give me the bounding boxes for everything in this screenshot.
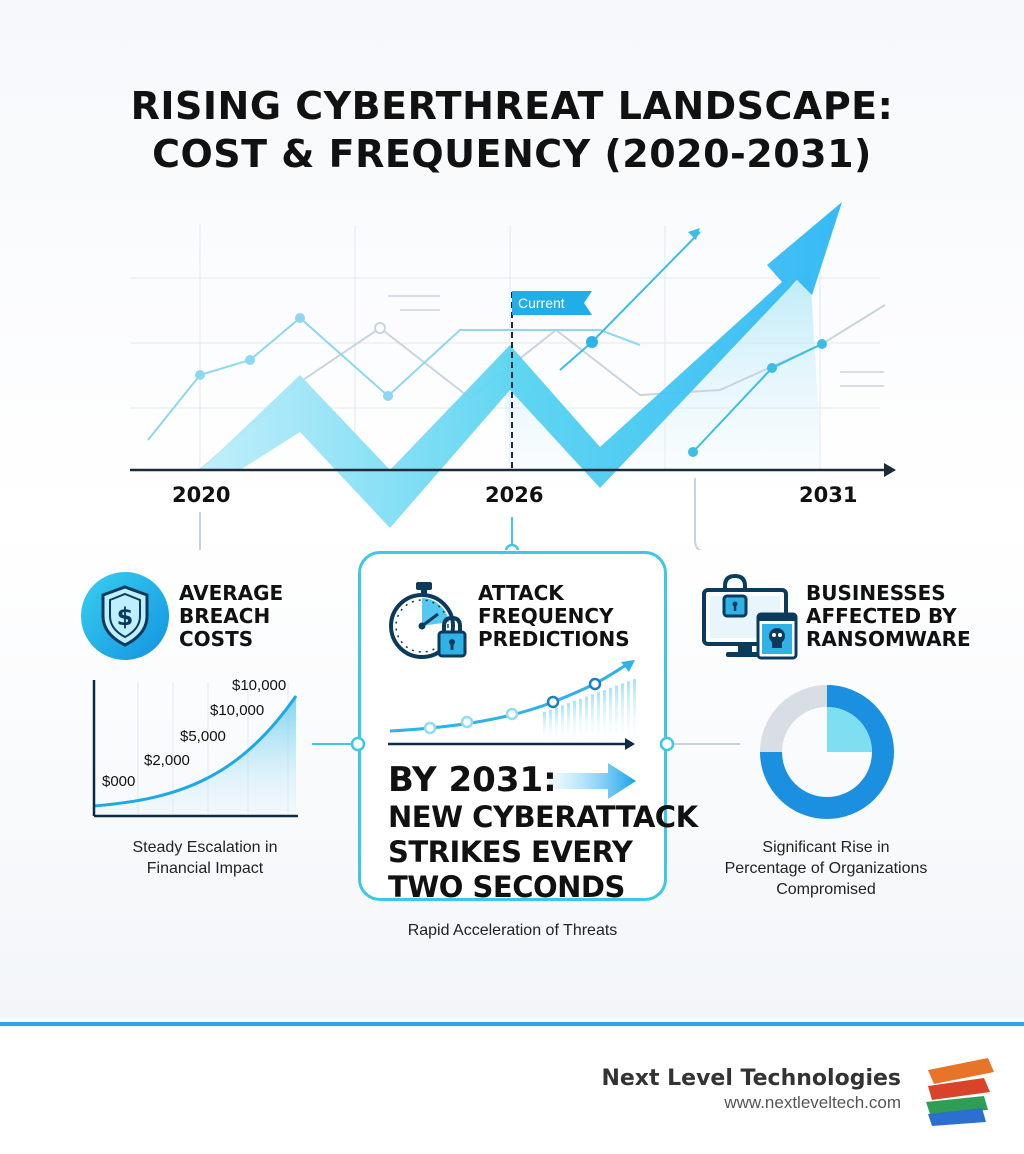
frequency-point-2 bbox=[505, 707, 519, 721]
current-flag bbox=[512, 291, 592, 315]
stopwatch-lock-icon bbox=[389, 582, 467, 659]
year-label-current: 2026 bbox=[485, 483, 544, 507]
frequency-point-3 bbox=[546, 695, 560, 709]
frequency-panel-title: ATTACK FREQUENCY PREDICTIONS bbox=[478, 581, 630, 651]
current-label: Current bbox=[518, 295, 565, 311]
title-line-2: COST & FREQUENCY (2020-2031) bbox=[152, 132, 872, 176]
headline-arrow-icon bbox=[548, 763, 636, 799]
title-line-1: RISING CYBERTHREAT LANDSCAPE: bbox=[130, 84, 894, 128]
headline-line-4: TWO SECONDS bbox=[388, 870, 625, 904]
breach-cost-chart: $000 $2,000 $5,000 $10,000 $10,000 bbox=[92, 677, 298, 818]
frequency-headline: BY 2031: NEW CYBERATTACK STRIKES EVERY T… bbox=[388, 760, 698, 905]
footer-divider bbox=[0, 1022, 1024, 1026]
hero-area-fill bbox=[505, 270, 822, 470]
headline-line-3: STRIKES EVERY bbox=[388, 835, 633, 869]
frequency-bar-7 bbox=[585, 696, 588, 738]
brand-logo-icon bbox=[926, 1058, 994, 1126]
headline-line-2: NEW CYBERATTACK bbox=[388, 800, 698, 834]
ransomware-donut-chart bbox=[760, 685, 894, 819]
frequency-caption: Rapid Acceleration of Threats bbox=[407, 922, 618, 939]
frequency-bar-3 bbox=[561, 705, 564, 738]
frequency-bar-12 bbox=[615, 685, 618, 738]
frequency-bar-13 bbox=[621, 683, 624, 738]
frequency-chart bbox=[388, 660, 636, 750]
headline-line-1: BY 2031: bbox=[388, 760, 557, 800]
frequency-bar-5 bbox=[573, 701, 576, 738]
frequency-point-4 bbox=[588, 677, 602, 691]
hero-zigzag-arrow bbox=[200, 202, 842, 528]
hero-light-line-1 bbox=[147, 316, 641, 441]
year-label-start: 2020 bbox=[172, 483, 231, 507]
cost-label-1: $2,000 bbox=[144, 752, 190, 769]
frequency-bar-0 bbox=[543, 712, 546, 738]
frequency-bar-8 bbox=[591, 694, 594, 738]
svg-text:$: $ bbox=[117, 603, 134, 631]
frequency-bar-2 bbox=[555, 707, 558, 738]
frequency-bar-15 bbox=[633, 679, 636, 738]
frequency-arrowhead bbox=[621, 660, 635, 672]
ransomware-panel-title: BUSINESSES AFFECTED BY RANSOMWARE bbox=[806, 581, 971, 651]
brand-name: Next Level Technologies bbox=[601, 1066, 901, 1091]
brand-url: www.nextleveltech.com bbox=[724, 1093, 901, 1112]
cost-label-0: $000 bbox=[102, 773, 135, 790]
computer-lock-skull-icon bbox=[702, 573, 798, 660]
cost-area bbox=[94, 696, 296, 816]
breach-panel-title: AVERAGE BREACH COSTS bbox=[179, 581, 284, 651]
breach-caption: Steady Escalation in Financial Impact bbox=[132, 839, 278, 877]
hero-trend-chart: Current bbox=[130, 202, 896, 550]
frequency-bar-11 bbox=[609, 687, 612, 738]
frequency-axis-arrow bbox=[625, 738, 635, 750]
frequency-line bbox=[389, 660, 632, 733]
frequency-point-0 bbox=[423, 721, 437, 735]
ransomware-caption: Significant Rise in Percentage of Organi… bbox=[724, 839, 928, 898]
frequency-bar-9 bbox=[597, 692, 600, 738]
page-title: RISING CYBERTHREAT LANDSCAPE: COST & FRE… bbox=[0, 82, 1024, 178]
shield-dollar-icon: $ bbox=[81, 572, 169, 660]
frequency-bar-10 bbox=[603, 690, 606, 738]
frequency-point-1 bbox=[460, 715, 474, 729]
cost-label-2: $5,000 bbox=[180, 728, 226, 745]
frequency-bar-1 bbox=[549, 709, 552, 738]
donut-value-arc bbox=[760, 685, 894, 819]
hero-decor-lines bbox=[388, 295, 884, 387]
donut-highlight-slice bbox=[827, 707, 872, 752]
cost-label-4: $10,000 bbox=[232, 677, 286, 694]
year-label-end: 2031 bbox=[799, 483, 858, 507]
box-connectors bbox=[312, 736, 740, 752]
frequency-bar-6 bbox=[579, 698, 582, 738]
cost-curve bbox=[93, 695, 298, 808]
cost-label-3: $10,000 bbox=[210, 702, 264, 719]
frequency-bar-4 bbox=[567, 703, 570, 738]
frequency-bar-14 bbox=[627, 681, 630, 738]
